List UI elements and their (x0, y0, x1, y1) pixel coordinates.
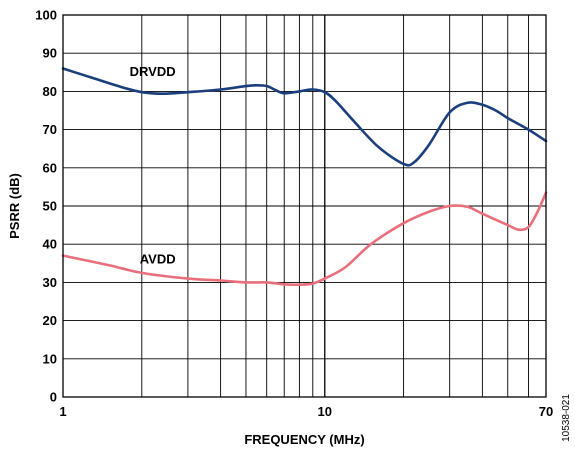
x-tick-label-70: 70 (539, 404, 553, 419)
y-tick-label-90: 90 (43, 46, 57, 61)
y-tick-label-40: 40 (43, 237, 57, 252)
y-axis-title: PSRR (dB) (7, 173, 22, 239)
series-label-drvdd: DRVDD (130, 64, 176, 79)
y-tick-label-50: 50 (43, 199, 57, 214)
y-tick-label-80: 80 (43, 84, 57, 99)
figure-id-label: 10538-021 (561, 394, 572, 442)
x-tick-label-10: 10 (318, 404, 332, 419)
chart-annotations: DRVDD AVDD (130, 64, 176, 266)
series-line-avdd (61, 191, 548, 287)
chart-series-layer (61, 67, 548, 287)
series-label-avdd: AVDD (140, 251, 176, 266)
x-tick-label-1: 1 (59, 404, 66, 419)
y-tick-label-10: 10 (43, 351, 57, 366)
y-tick-label-30: 30 (43, 275, 57, 290)
y-tick-label-70: 70 (43, 122, 57, 137)
series-line-drvdd (61, 67, 548, 167)
y-tick-label-100: 100 (35, 8, 57, 23)
x-axis-title: FREQUENCY (MHz) (244, 432, 364, 447)
chart-grid (63, 15, 546, 397)
y-tick-label-20: 20 (43, 313, 57, 328)
y-tick-label-60: 60 (43, 160, 57, 175)
y-tick-label-0: 0 (50, 390, 57, 405)
plot-frame (62, 14, 547, 398)
